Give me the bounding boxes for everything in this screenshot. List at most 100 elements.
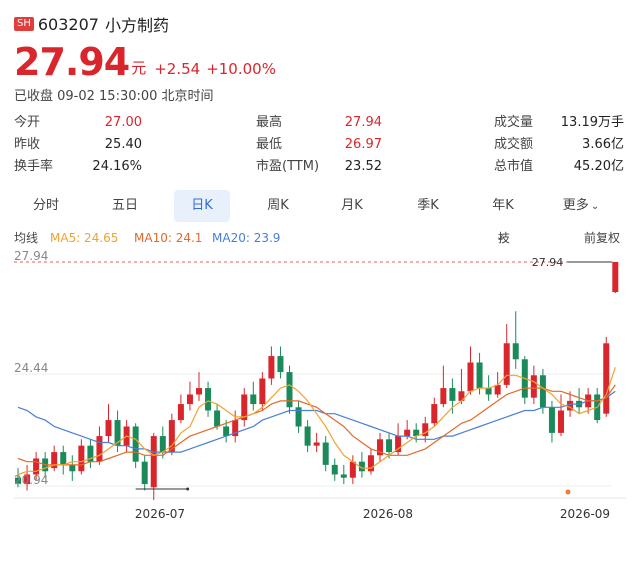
stat-value: 26.97	[344, 137, 382, 152]
stat-label: 今开	[14, 115, 41, 130]
candle-body	[33, 458, 40, 475]
candle-body	[78, 445, 85, 472]
candle-body	[223, 426, 230, 437]
ma20-value: MA20: 23.9	[212, 231, 281, 245]
candle-body	[295, 407, 302, 427]
candle-body	[612, 262, 619, 293]
candle-body	[395, 436, 402, 453]
high-price-label: 27.94	[532, 256, 564, 269]
candle-body	[69, 464, 76, 472]
stat-value: 23.52	[344, 159, 382, 174]
candle-body	[241, 394, 248, 421]
candle-body	[422, 423, 429, 437]
adjust-button[interactable]: 前复权	[584, 231, 621, 245]
candle-body	[458, 391, 465, 401]
candle-body	[114, 420, 121, 446]
candle-body	[141, 461, 148, 485]
price-row: 27.94 元 +2.54 +10.00%	[14, 38, 282, 82]
tab-monthly-k[interactable]: 月K	[341, 198, 363, 213]
stat-label: 成交额	[494, 137, 534, 152]
candle-body	[386, 439, 393, 453]
stat-value: 24.16%	[92, 159, 142, 174]
candle-body	[268, 356, 275, 379]
stat-label: 市盈(TTM)	[256, 159, 320, 174]
exchange-badge: SH	[14, 17, 34, 31]
candle-body	[313, 442, 320, 446]
kline-chart[interactable]: 27.94 24.44 20.94 2026-07 2026-08 2026-09 27.9…	[0, 250, 638, 580]
candle-body	[60, 452, 67, 465]
candle-body	[494, 384, 501, 395]
price-change: +2.54	[154, 60, 201, 78]
stat-value: 25.40	[104, 137, 142, 152]
candle-body	[259, 378, 266, 405]
candle-body	[214, 410, 221, 427]
candle-body	[304, 426, 311, 446]
ma-title: 均线	[14, 231, 39, 245]
ma20-line	[17, 390, 616, 453]
indicator-icon: ⫝̸	[498, 232, 504, 243]
candle-body	[186, 394, 193, 405]
market-status: 已收盘 09-02 15:30:00 北京时间	[14, 89, 214, 104]
ma10-line	[17, 384, 616, 466]
tab-intraday[interactable]: 分时	[32, 198, 59, 213]
period-tabs: 分时 五日 日K 周K 月K 季K 年K 更多 ⌄	[14, 190, 626, 222]
tab-more-label: 更多	[562, 198, 589, 213]
candle-body	[24, 474, 31, 485]
stats-row: 今开 27.00 最高 27.94 成交量 13.19万手	[14, 112, 624, 134]
candle-body	[467, 362, 474, 392]
stat-value: 27.00	[104, 115, 142, 130]
candle-body	[105, 420, 112, 437]
candle-body	[340, 474, 347, 478]
tab-weekly-k[interactable]: 周K	[267, 198, 289, 213]
candle-body	[250, 394, 257, 405]
tab-daily-k[interactable]: 日K	[174, 190, 230, 222]
chevron-down-icon: ⌄	[590, 201, 600, 212]
candle-body	[196, 388, 202, 395]
stat-label: 总市值	[494, 159, 534, 174]
stat-value: 13.19万手	[560, 115, 624, 130]
low-marker-dot	[186, 487, 190, 491]
candle-body	[150, 436, 157, 488]
candle-body	[96, 436, 103, 462]
candle-body	[485, 388, 492, 395]
candle-body	[168, 420, 175, 453]
candle-body	[404, 429, 411, 437]
candle-body	[331, 464, 338, 475]
tab-yearly-k[interactable]: 年K	[492, 198, 514, 213]
chart-bg	[0, 250, 638, 580]
candle-body	[177, 404, 184, 421]
axis-labels: 27.94 24.44 20.94 2026-07 2026-08 2026-09 27.9…	[14, 250, 613, 521]
current-price: 27.94	[14, 40, 130, 84]
candle-body	[232, 420, 239, 437]
candle-body	[603, 343, 610, 414]
stat-value: 27.94	[344, 115, 382, 130]
candle-body	[503, 343, 510, 385]
ma10-value: MA10: 24.1	[134, 231, 203, 245]
x-tick-label: 2026-08	[363, 507, 413, 521]
candle-body	[15, 477, 21, 485]
price-unit: 元	[131, 59, 147, 77]
stat-value: 3.66亿	[582, 137, 624, 152]
y-tick-label: 27.94	[14, 250, 48, 263]
stat-label: 成交量	[494, 115, 534, 130]
tab-more[interactable]: 更多 ⌄	[550, 190, 612, 222]
candle-body	[548, 407, 555, 433]
candle-body	[286, 372, 293, 408]
candle-body	[87, 445, 94, 462]
stats-row: 换手率 24.16% 市盈(TTM) 23.52 总市值 45.20亿	[14, 156, 624, 178]
stat-label: 昨收	[14, 137, 41, 152]
candle-body	[530, 375, 537, 398]
tab-five-day[interactable]: 五日	[111, 198, 138, 213]
candle-body	[413, 429, 420, 437]
candle-body	[558, 410, 564, 433]
candle-body	[277, 356, 284, 373]
tab-quarterly-k[interactable]: 季K	[417, 198, 439, 213]
chart-grid	[0, 250, 638, 580]
stock-header: SH 603207 小方制药	[14, 12, 169, 36]
ma5-line	[17, 367, 616, 476]
candle-body	[512, 343, 519, 360]
ma5-value: MA5: 24.65	[50, 231, 119, 245]
candle-body	[159, 436, 166, 453]
candle-body	[132, 426, 139, 462]
price-change-pct: +10.00%	[206, 60, 276, 78]
